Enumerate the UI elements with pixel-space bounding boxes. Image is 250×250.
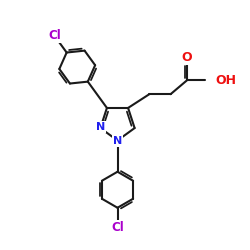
Text: Cl: Cl — [48, 30, 61, 43]
Text: N: N — [96, 122, 105, 132]
Text: O: O — [182, 51, 192, 64]
Text: N: N — [113, 136, 122, 146]
Text: OH: OH — [215, 74, 236, 87]
Text: Cl: Cl — [111, 221, 124, 234]
